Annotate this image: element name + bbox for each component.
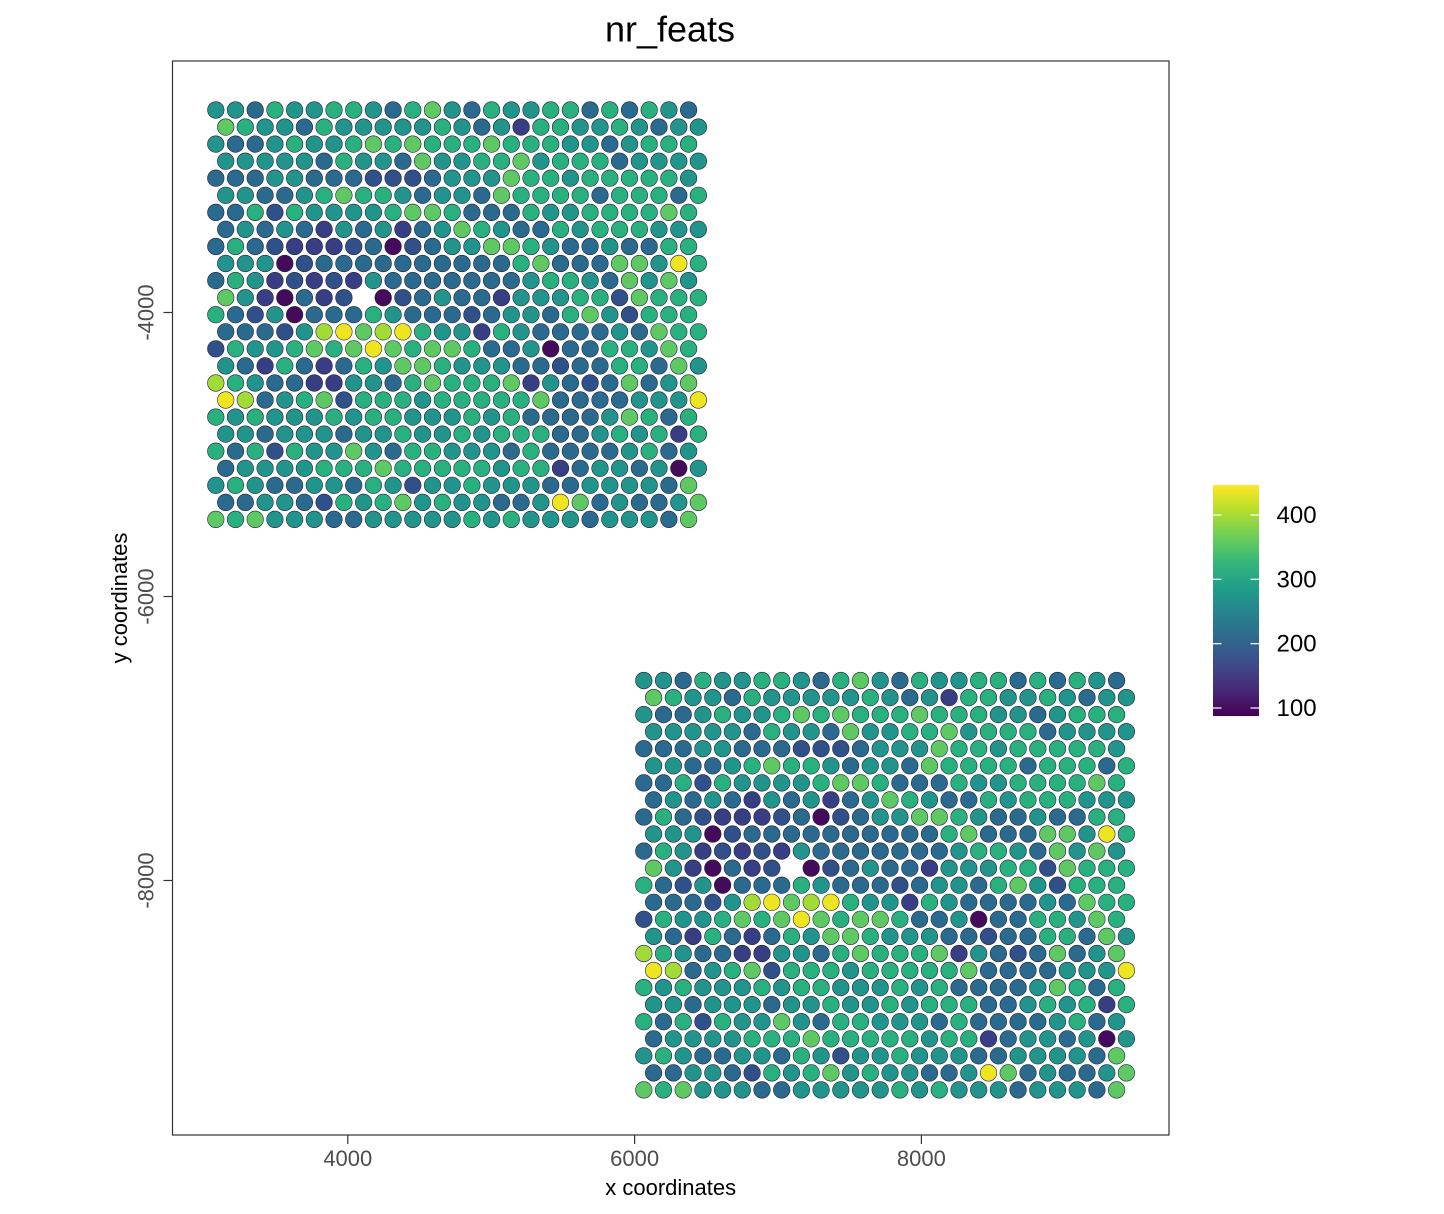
- svg-text:-4000: -4000: [134, 284, 159, 340]
- svg-text:-8000: -8000: [134, 852, 159, 908]
- svg-text:nr_feats: nr_feats: [605, 9, 735, 50]
- svg-text:x coordinates: x coordinates: [605, 1175, 736, 1200]
- svg-text:4000: 4000: [323, 1146, 372, 1171]
- svg-text:300: 300: [1277, 566, 1317, 593]
- svg-text:200: 200: [1277, 631, 1317, 658]
- svg-text:-6000: -6000: [134, 568, 159, 624]
- svg-text:400: 400: [1277, 502, 1317, 529]
- svg-text:8000: 8000: [897, 1146, 946, 1171]
- svg-text:6000: 6000: [610, 1146, 659, 1171]
- svg-text:100: 100: [1277, 695, 1317, 722]
- svg-text:y coordinates: y coordinates: [107, 533, 132, 664]
